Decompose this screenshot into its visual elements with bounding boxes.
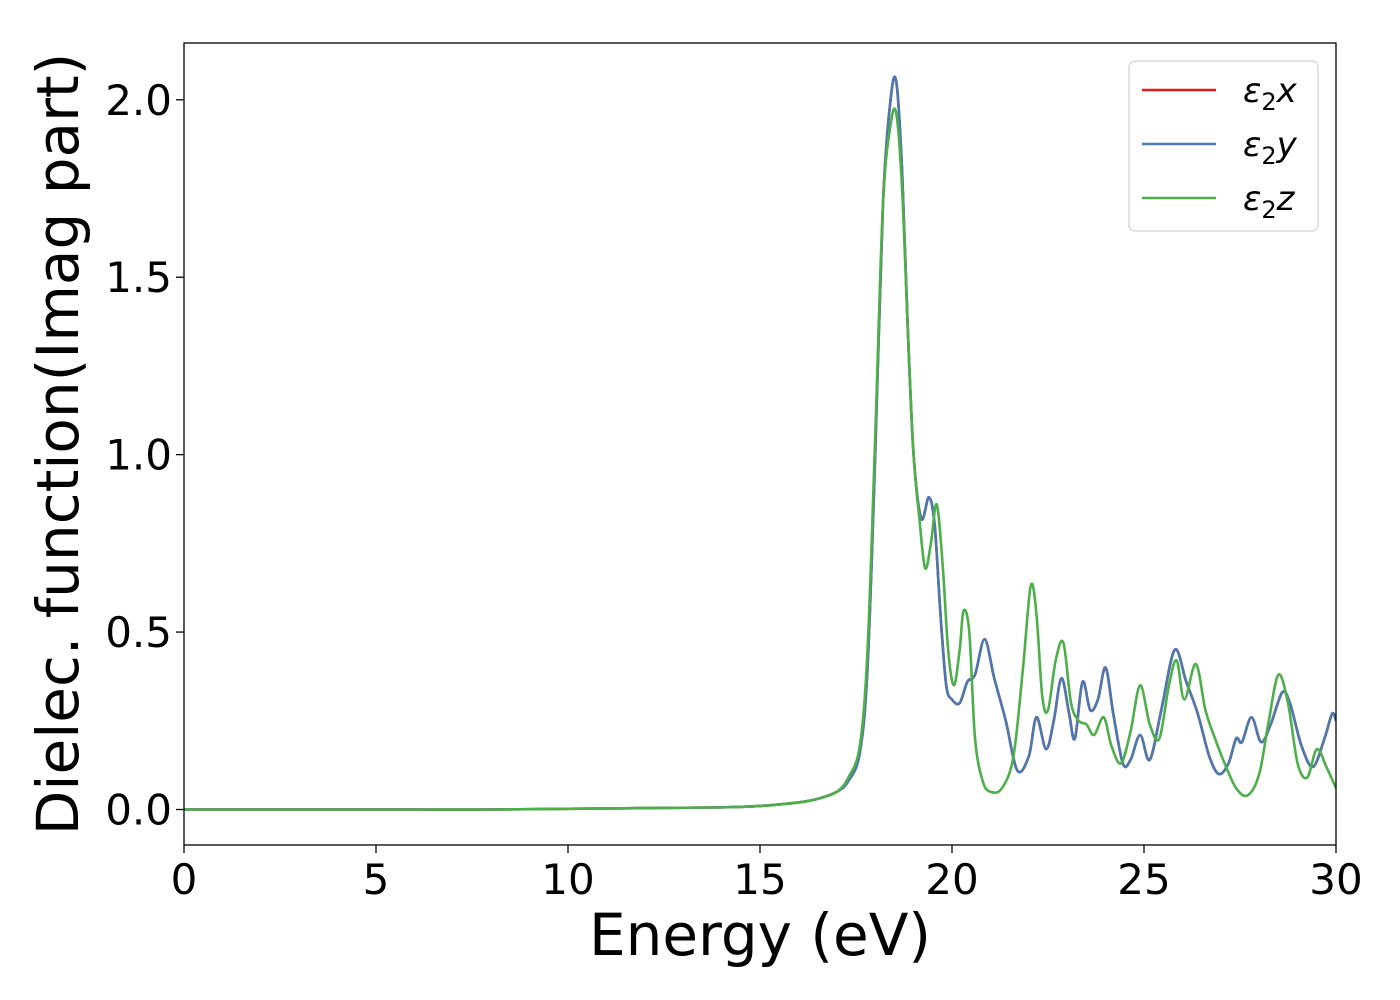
x-tick-label: 25 [1117, 855, 1170, 904]
y-axis-title: Dielec. function(Imag part) [24, 53, 92, 836]
series-line-z [184, 107, 1336, 811]
y-tick-label: 1.0 [105, 431, 172, 480]
x-tick-label: 20 [925, 855, 978, 904]
legend-box [1128, 60, 1319, 232]
y-tick-label: 1.5 [105, 253, 172, 302]
y-axis: 0.0 0.5 1.0 1.5 2.0 [105, 76, 184, 835]
x-tick-label: 0 [171, 855, 198, 904]
x-tick-label: 15 [733, 855, 786, 904]
legend-items: ε2x ε2y ε2z [1142, 71, 1298, 224]
x-axis-title: Energy (eV) [589, 901, 931, 969]
x-tick-label: 10 [541, 855, 594, 904]
series-layer [184, 75, 1336, 811]
legend: ε2x ε2y ε2z [1128, 60, 1319, 232]
x-tick-label: 30 [1309, 855, 1362, 904]
y-tick-label: 0.5 [105, 608, 172, 657]
y-tick-label: 2.0 [105, 76, 172, 125]
x-axis: 0 5 10 15 20 25 30 [171, 845, 1363, 904]
legend-label-z: ε2z [1243, 179, 1296, 224]
legend-label-y: ε2y [1243, 125, 1298, 170]
legend-label-x: ε2x [1243, 71, 1298, 116]
x-tick-label: 5 [363, 855, 390, 904]
y-tick-label: 0.0 [105, 786, 172, 835]
